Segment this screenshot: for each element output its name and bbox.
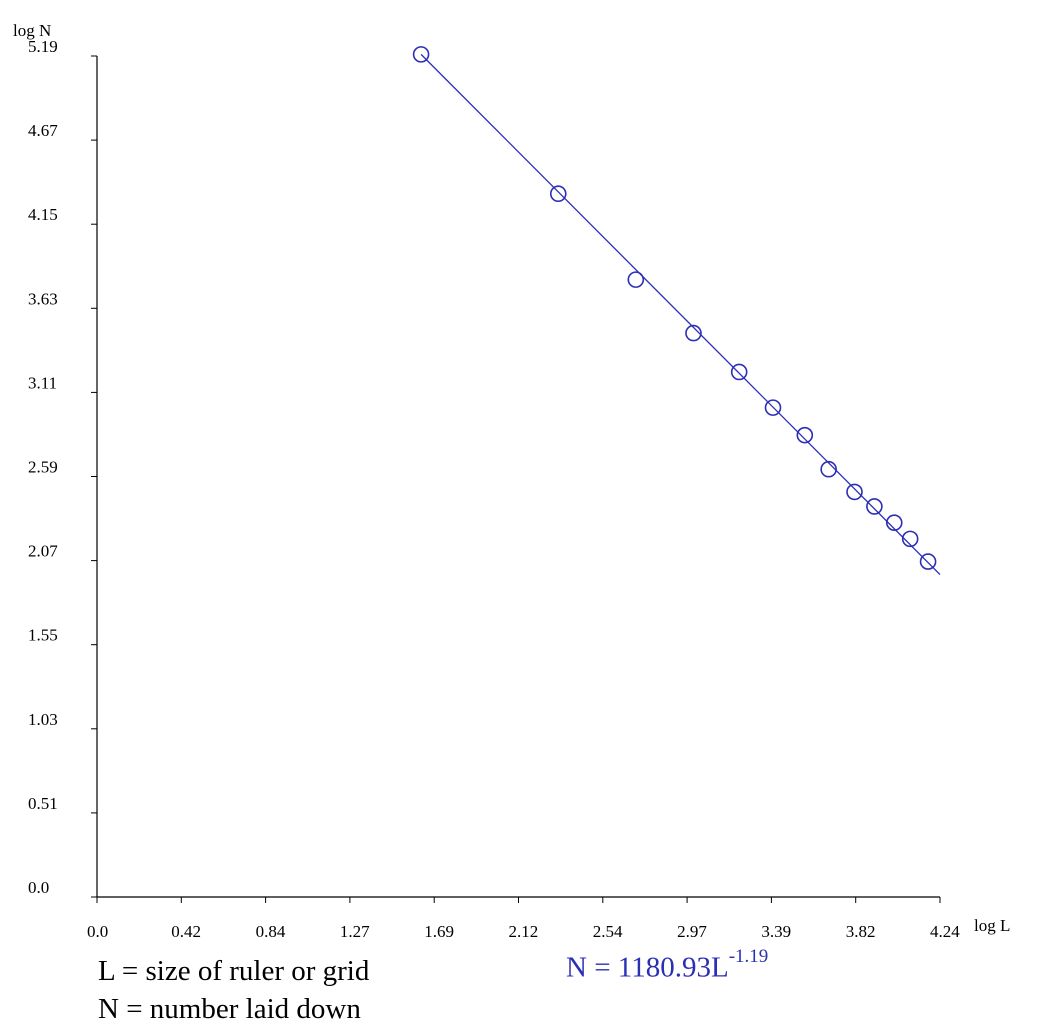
data-point bbox=[885, 514, 903, 531]
data-point bbox=[820, 460, 837, 478]
data-point bbox=[764, 399, 782, 416]
equation-base: N = 1180.93L bbox=[566, 951, 729, 984]
data-point bbox=[796, 426, 814, 444]
x-tick-label: 0.84 bbox=[256, 922, 286, 941]
y-tick-label: 4.67 bbox=[28, 121, 58, 140]
fit-line bbox=[420, 53, 941, 575]
x-tick-label: 1.69 bbox=[424, 922, 454, 941]
fit-equation: N = 1180.93L-1.19 bbox=[566, 946, 768, 985]
y-tick-label: 5.19 bbox=[28, 37, 58, 56]
x-tick-label: 0.42 bbox=[171, 922, 201, 941]
y-tick-label: 3.63 bbox=[28, 289, 58, 308]
x-tick-label: 0.0 bbox=[87, 922, 108, 941]
data-point bbox=[685, 324, 702, 342]
y-tick-label: 2.59 bbox=[28, 458, 58, 477]
y-tick-label: 1.03 bbox=[28, 710, 58, 729]
data-point bbox=[901, 530, 919, 548]
x-tick-label: 2.97 bbox=[677, 922, 707, 941]
data-point bbox=[866, 498, 883, 515]
legend-line-count: N = number laid down bbox=[98, 993, 361, 1025]
chart: 0.0 0.42 0.84 1.27 1.69 2.12 2.54 2.97 3.39 3.82 4… bbox=[13, 21, 1010, 941]
x-tick-label: 4.24 bbox=[930, 922, 960, 941]
data-point bbox=[919, 553, 937, 570]
x-tick-label: 3.39 bbox=[761, 922, 791, 941]
x-tick-label: 1.27 bbox=[340, 922, 370, 941]
data-point bbox=[846, 483, 863, 501]
x-tick-label: 3.82 bbox=[846, 922, 876, 941]
data-point bbox=[549, 185, 567, 203]
y-tick-label: 0.0 bbox=[28, 878, 49, 897]
equation-exponent: -1.19 bbox=[728, 946, 769, 967]
y-tick-label: 0.51 bbox=[28, 794, 58, 813]
data-point bbox=[730, 363, 748, 381]
legend: L = size of ruler or grid N = number lai… bbox=[98, 952, 369, 1028]
y-tick-label: 3.11 bbox=[28, 373, 57, 392]
data-point bbox=[412, 46, 430, 63]
y-tick-label: 4.15 bbox=[28, 205, 58, 224]
y-tick-label: 2.07 bbox=[28, 542, 58, 561]
x-tick-label: 2.54 bbox=[593, 922, 623, 941]
legend-line-ruler: L = size of ruler or grid bbox=[98, 955, 370, 987]
x-tick-label: 2.12 bbox=[509, 922, 539, 941]
data-point bbox=[627, 271, 645, 288]
x-axis-label: log L bbox=[974, 916, 1010, 935]
y-tick-label: 1.55 bbox=[28, 626, 58, 645]
y-axis-label: log N bbox=[13, 21, 51, 40]
